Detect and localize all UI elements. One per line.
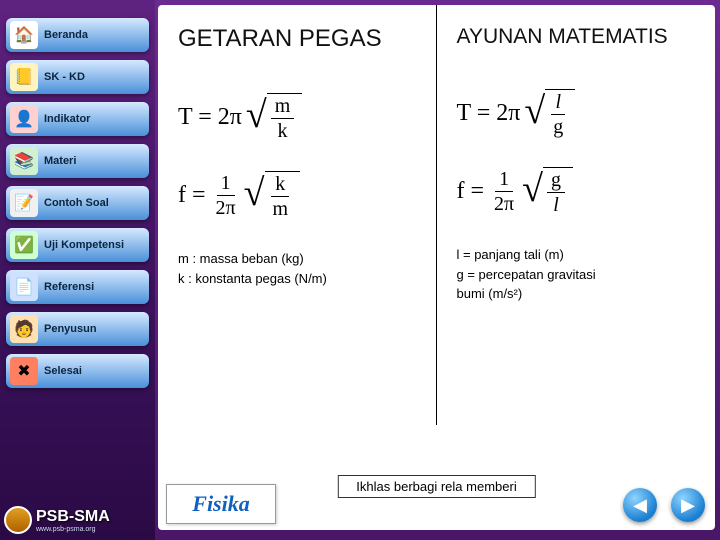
nav-icon: 📄 [10, 273, 38, 301]
nav-item-beranda[interactable]: 🏠 Beranda [6, 18, 149, 52]
nav-label: SK - KD [44, 71, 85, 83]
nav-item-penyusun[interactable]: 🧑 Penyusun [6, 312, 149, 346]
nav-icon: 📒 [10, 63, 38, 91]
nav-item-indikator[interactable]: 👤 Indikator [6, 102, 149, 136]
nav-label: Penyusun [44, 323, 97, 335]
nav-item-referensi[interactable]: 📄 Referensi [6, 270, 149, 304]
sidebar: 🏠 Beranda 📒 SK - KD 👤 Indikator 📚 Materi 📝 Contoh… [0, 0, 155, 540]
spring-legend: m : massa beban (kg) k : konstanta pegas… [178, 249, 426, 288]
next-button[interactable]: ▶ [671, 488, 705, 522]
nav-label: Indikator [44, 113, 90, 125]
nav-item-uji-kompetensi[interactable]: ✅ Uji Kompetensi [6, 228, 149, 262]
nav-icon: 👤 [10, 105, 38, 133]
nav-icon: ✅ [10, 231, 38, 259]
column-pendulum: AYUNAN MATEMATIS T = 2π √lg f = 12π √gl … [437, 5, 716, 425]
pendulum-title: AYUNAN MATEMATIS [457, 25, 706, 49]
nav-icon: 🧑 [10, 315, 38, 343]
column-spring: GETARAN PEGAS T = 2π √mk f = 12π √km m :… [158, 5, 437, 425]
nav-label: Uji Kompetensi [44, 239, 124, 251]
brand-label: PSB-SMA [36, 508, 110, 526]
sidebar-footer: PSB-SMA www.psb-psma.org [4, 506, 149, 534]
nav-item-sk-kd[interactable]: 📒 SK - KD [6, 60, 149, 94]
nav-icon: 📚 [10, 147, 38, 175]
nav-label: Referensi [44, 281, 94, 293]
nav-label: Selesai [44, 365, 82, 377]
nav-item-contoh-soal[interactable]: 📝 Contoh Soal [6, 186, 149, 220]
nav-item-selesai[interactable]: ✖ Selesai [6, 354, 149, 388]
footer: Fisika Ikhlas berbagi rela memberi ◀ ▶ [158, 460, 715, 530]
motto: Ikhlas berbagi rela memberi [337, 475, 535, 498]
psb-badge-icon [4, 506, 32, 534]
nav-label: Materi [44, 155, 76, 167]
spring-formula-period: T = 2π √mk [178, 93, 426, 141]
nav-icon: 🏠 [10, 21, 38, 49]
pendulum-formula-frequency: f = 12π √gl [457, 167, 706, 215]
prev-button[interactable]: ◀ [623, 488, 657, 522]
subject-badge: Fisika [166, 484, 276, 524]
pendulum-formula-period: T = 2π √lg [457, 89, 706, 137]
nav-icon: 📝 [10, 189, 38, 217]
main-panel: GETARAN PEGAS T = 2π √mk f = 12π √km m :… [158, 5, 715, 530]
brand-url: www.psb-psma.org [36, 526, 110, 533]
pendulum-legend: l = panjang tali (m) g = percepatan grav… [457, 245, 706, 304]
nav-item-materi[interactable]: 📚 Materi [6, 144, 149, 178]
nav-label: Beranda [44, 29, 88, 41]
spring-formula-frequency: f = 12π √km [178, 171, 426, 219]
nav-label: Contoh Soal [44, 197, 109, 209]
nav-icon: ✖ [10, 357, 38, 385]
spring-title: GETARAN PEGAS [178, 25, 426, 53]
